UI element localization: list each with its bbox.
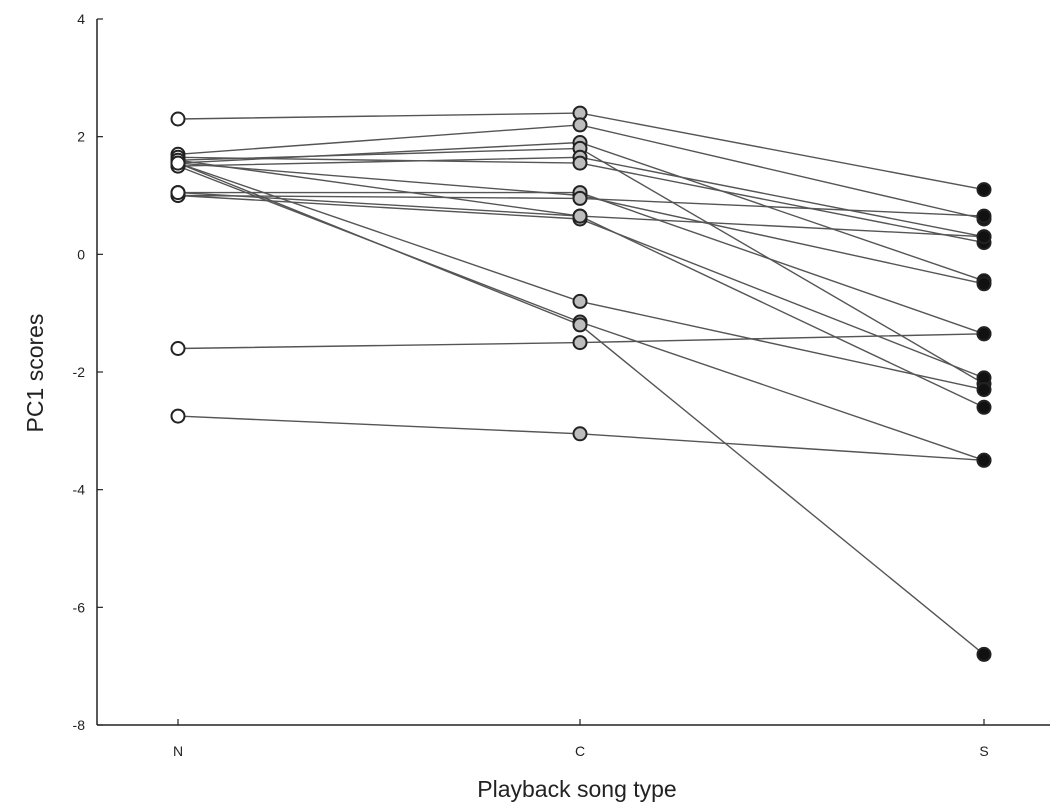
- y-tick-label: -6: [73, 599, 86, 615]
- data-point: [572, 317, 588, 333]
- y-tick-label: -8: [73, 717, 86, 733]
- series-markers: [170, 105, 992, 662]
- series-line: [177, 162, 985, 655]
- x-axis-title: Playback song type: [477, 776, 676, 802]
- data-point: [572, 190, 588, 206]
- data-point: [170, 185, 186, 201]
- data-point: [572, 208, 588, 224]
- data-point: [976, 399, 992, 415]
- x-tick-label: N: [173, 743, 183, 759]
- ticks: 4 2 0 -2 -4 -6 -8 N C S: [73, 11, 989, 759]
- data-point: [170, 408, 186, 424]
- data-point: [976, 452, 992, 468]
- data-point: [976, 208, 992, 224]
- data-point: [170, 111, 186, 127]
- data-point: [572, 426, 588, 442]
- y-tick-label: 2: [77, 129, 85, 145]
- data-point: [976, 326, 992, 342]
- data-point: [572, 155, 588, 171]
- data-point: [976, 229, 992, 245]
- y-tick-label: 0: [77, 246, 85, 262]
- data-point: [170, 155, 186, 171]
- x-tick-label: C: [575, 743, 585, 759]
- data-point: [976, 382, 992, 398]
- y-tick-label: -4: [73, 482, 86, 498]
- data-point: [572, 335, 588, 351]
- data-point: [572, 117, 588, 133]
- y-tick-label: 4: [77, 11, 85, 27]
- x-tick-label: S: [979, 743, 988, 759]
- data-point: [976, 276, 992, 292]
- data-point: [170, 341, 186, 356]
- data-point: [976, 182, 992, 198]
- y-tick-label: -2: [73, 364, 86, 380]
- data-point: [572, 293, 588, 309]
- data-point: [976, 646, 992, 662]
- y-axis-title: PC1 scores: [22, 314, 48, 433]
